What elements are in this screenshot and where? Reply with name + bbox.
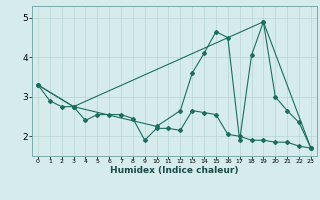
X-axis label: Humidex (Indice chaleur): Humidex (Indice chaleur) <box>110 166 239 175</box>
